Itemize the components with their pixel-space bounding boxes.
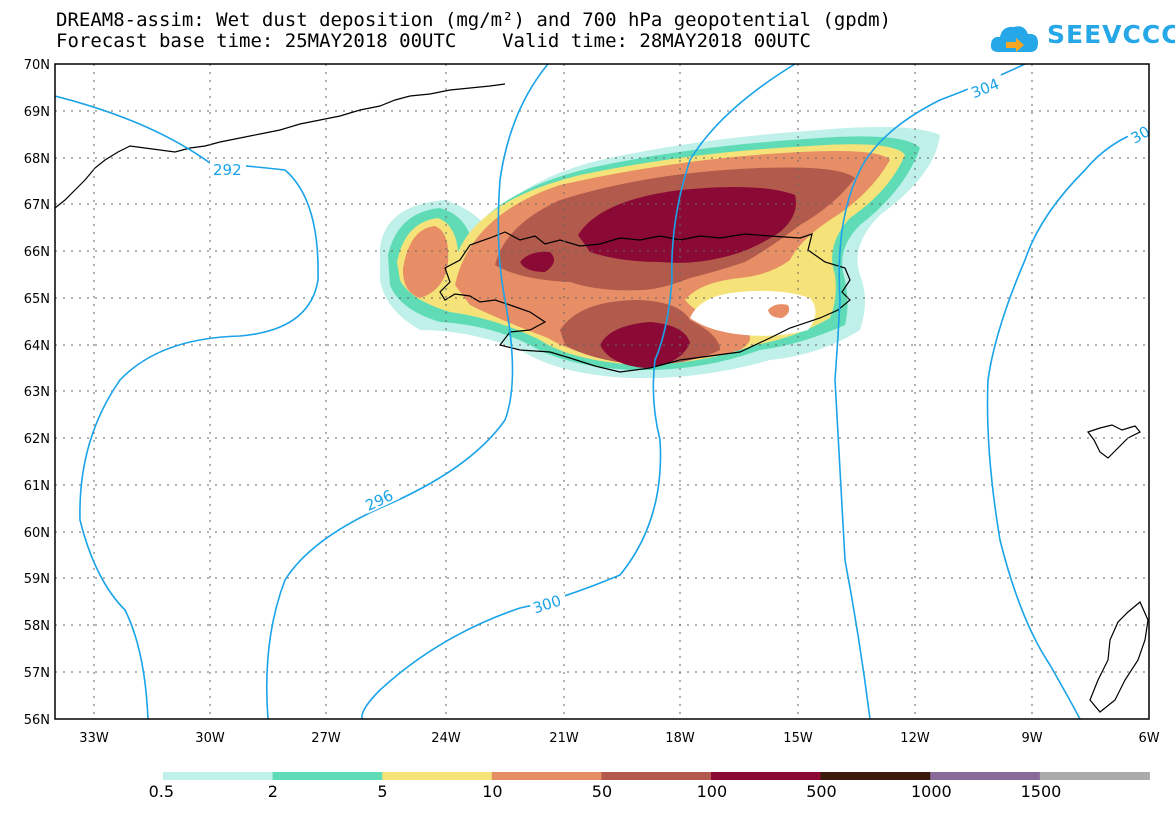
lat-label: 67N	[24, 198, 50, 213]
lat-label: 68N	[24, 152, 50, 167]
lat-label: 59N	[24, 572, 50, 587]
legend-swatch	[711, 772, 822, 780]
legend-colorbar	[163, 772, 1150, 780]
lat-label: 62N	[24, 432, 50, 447]
lat-label: 61N	[24, 479, 50, 494]
legend-label: 1000	[911, 782, 952, 801]
lat-label: 70N	[24, 58, 50, 73]
legend-label: 50	[591, 782, 613, 801]
lon-label: 15W	[783, 731, 813, 746]
map-title: DREAM8-assim: Wet dust deposition (mg/m²…	[56, 9, 892, 31]
legend-label: 1500	[1020, 782, 1062, 801]
legend-swatch	[382, 772, 493, 780]
longitude-labels: 33W 30W 27W 24W 21W 18W 15W 12W 9W 6W	[79, 731, 1159, 746]
lon-label: 21W	[549, 731, 579, 746]
isoline-label-292: 292	[213, 161, 242, 179]
lat-label: 66N	[24, 245, 50, 260]
legend-swatch	[491, 772, 602, 780]
coastlines	[55, 83, 1149, 713]
lat-label: 57N	[24, 666, 50, 681]
graticule	[55, 64, 1149, 719]
lon-label: 6W	[1138, 731, 1159, 746]
lon-label: 30W	[195, 731, 225, 746]
lon-label: 33W	[79, 731, 109, 746]
lat-label: 63N	[24, 385, 50, 400]
lat-label: 60N	[24, 526, 50, 541]
legend-swatch	[1039, 772, 1150, 780]
legend-label: 2	[267, 782, 278, 801]
legend-swatch	[163, 772, 274, 780]
lon-label: 18W	[665, 731, 695, 746]
legend-swatch	[930, 772, 1041, 780]
legend-swatch	[601, 772, 712, 780]
legend-label: 10	[482, 782, 503, 801]
latitude-labels: 70N 69N 68N 67N 66N 65N 64N 63N 62N 61N …	[24, 58, 50, 728]
map-subtitle: Forecast base time: 25MAY2018 00UTC Vali…	[56, 30, 811, 52]
lat-label: 69N	[24, 105, 50, 120]
lat-label: 65N	[24, 292, 50, 307]
legend-label: 5	[377, 782, 388, 801]
legend-label: 100	[696, 782, 728, 801]
lon-label: 9W	[1021, 731, 1042, 746]
seevccc-logo	[990, 26, 1038, 52]
isoline-label-300: 300	[531, 591, 564, 617]
lon-label: 12W	[900, 731, 930, 746]
lat-label: 58N	[24, 619, 50, 634]
map-frame	[54, 63, 1150, 720]
legend-label: 0.5	[148, 782, 175, 801]
legend-swatch	[272, 772, 383, 780]
dust-deposition-field	[380, 126, 940, 379]
legend-swatch	[820, 772, 931, 780]
lat-label: 56N	[24, 713, 50, 728]
lon-label: 27W	[311, 731, 341, 746]
lat-label: 64N	[24, 339, 50, 354]
logo-text: SEEVCCC	[1047, 20, 1175, 49]
lon-label: 24W	[431, 731, 461, 746]
legend-label: 500	[806, 782, 837, 801]
